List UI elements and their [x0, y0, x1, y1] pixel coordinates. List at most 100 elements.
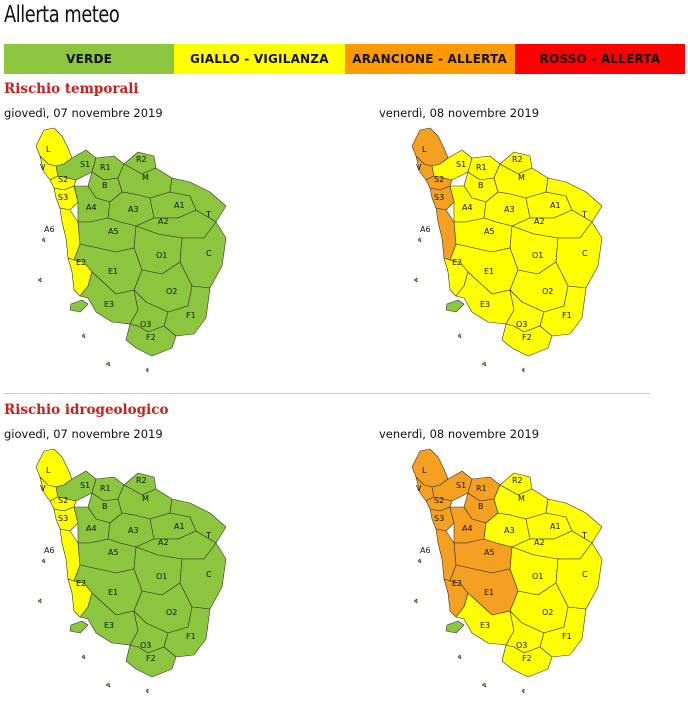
zone-label-f2: F2 [522, 654, 532, 663]
zone-label-f1: F1 [562, 632, 572, 641]
zone-label-a5: A5 [484, 548, 495, 557]
island [481, 682, 487, 688]
zone-label-l: L [422, 145, 427, 154]
island [41, 237, 46, 243]
map-date: giovedì, 07 novembre 2019 [4, 106, 163, 120]
zone-label-e1: E1 [108, 588, 118, 597]
island [481, 361, 487, 367]
tuscany-map-temporali-day1[interactable]: L V S1 S2 S3 A6 E2 R1 R2 B M A4 A3 A1 T A2 A5 O1 C E1 O2 E3 O3… [26, 122, 266, 384]
legend-yellow: GIALLO - VIGILANZA [174, 44, 345, 74]
zone-label-r2: R2 [136, 155, 147, 164]
zone-label-s2: S2 [58, 175, 68, 184]
zone-label-a5: A5 [484, 227, 495, 236]
zone-label-o2: O2 [542, 287, 553, 296]
zone-e3[interactable] [455, 592, 515, 646]
zone-t[interactable] [169, 498, 227, 544]
zone-label-o1: O1 [156, 572, 167, 581]
zone-label-s1: S1 [456, 160, 466, 169]
zone-label-r1: R1 [100, 163, 111, 172]
zone-label-v: V [40, 484, 46, 493]
zone-s3[interactable] [53, 506, 79, 532]
island [69, 299, 89, 313]
zone-label-a4: A4 [86, 524, 97, 533]
zone-label-a1: A1 [174, 522, 185, 531]
zone-label-v: V [416, 163, 422, 172]
zone-label-a3: A3 [128, 205, 139, 214]
zone-label-f1: F1 [562, 311, 572, 320]
zone-f2[interactable] [501, 323, 553, 357]
zone-label-o3: O3 [140, 641, 151, 650]
section-heading-temporali: Rischio temporali [4, 81, 139, 97]
zone-label-a2: A2 [158, 217, 169, 226]
zone-label-l: L [422, 466, 427, 475]
zone-label-e3: E3 [480, 621, 490, 630]
map-date: giovedì, 07 novembre 2019 [4, 427, 163, 441]
zone-label-a4: A4 [462, 203, 473, 212]
zone-label-s2: S2 [434, 496, 444, 505]
zone-e3[interactable] [455, 271, 515, 325]
zone-label-r2: R2 [512, 476, 523, 485]
zone-e3[interactable] [79, 592, 139, 646]
zone-label-t: T [205, 531, 211, 540]
zone-label-s2: S2 [58, 496, 68, 505]
zone-f2[interactable] [125, 644, 177, 678]
zone-label-a1: A1 [174, 201, 185, 210]
island [521, 367, 525, 373]
zone-label-a5: A5 [108, 548, 119, 557]
zone-label-a6: A6 [44, 225, 55, 234]
section-heading-idrogeologico: Rischio idrogeologico [4, 402, 169, 418]
legend-red: ROSSO - ALLERTA [514, 44, 685, 74]
zone-label-l: L [46, 145, 51, 154]
zone-label-a2: A2 [158, 538, 169, 547]
zone-label-a6: A6 [420, 225, 431, 234]
zone-label-o1: O1 [532, 251, 543, 260]
zone-label-a1: A1 [550, 201, 561, 210]
zone-label-s2: S2 [434, 175, 444, 184]
zone-t[interactable] [169, 177, 227, 223]
tuscany-map-idrogeologico-day2[interactable]: L V S1 S2 S3 A6 E2 R1 R2 B M A4 A3 A1 T A2 A5 O1 C E1 O2 E3 O3… [402, 443, 642, 705]
zone-e3[interactable] [79, 271, 139, 325]
island [37, 277, 42, 283]
zone-label-r1: R1 [476, 484, 487, 493]
section-divider [4, 393, 650, 394]
zone-label-o2: O2 [166, 608, 177, 617]
zone-s3[interactable] [53, 185, 79, 211]
island [81, 654, 86, 660]
zone-f2[interactable] [501, 644, 553, 678]
tuscany-map-svg: LV S1 S2 S3 A6 E2 R1 R2 B M A4 A3 A1 T A2 A5 O1 C E1 O2 E3 O3… [411, 448, 603, 694]
zone-label-f2: F2 [146, 654, 156, 663]
legend-orange: ARANCIONE - ALLERTA [344, 44, 515, 74]
zone-s3[interactable] [429, 506, 455, 532]
zone-t[interactable] [545, 498, 603, 544]
zone-label-s1: S1 [80, 160, 90, 169]
zone-label-o3: O3 [140, 320, 151, 329]
zone-label-s1: S1 [456, 481, 466, 490]
zone-label-a2: A2 [534, 538, 545, 547]
zone-label-a1: A1 [550, 522, 561, 531]
zone-label-e3: E3 [480, 300, 490, 309]
island [417, 237, 422, 243]
tuscany-map-temporali-day2[interactable]: L V S1 S2 S3 A6 E2 R1 R2 B M A4 A3 A1 T A2 A5 O1 C E1 O2 E3 O3… [402, 122, 642, 384]
island [413, 277, 418, 283]
zone-label-e3: E3 [104, 300, 114, 309]
tuscany-map-idrogeologico-day1[interactable]: L V S1 S2 S3 A6 E2 R1 R2 B M A4 A3 A1 T A2 A5 O1 C E1 O2 E3 O3… [26, 443, 266, 705]
tuscany-map-svg: LV S1 S2 S3 A6 E2 R1 R2 B M A4 A3 A1 T A2 A5 O1 C E1 O2 E3 O3… [411, 127, 603, 373]
zone-label-s1: S1 [80, 481, 90, 490]
zone-s3[interactable] [429, 185, 455, 211]
zone-f2[interactable] [125, 323, 177, 357]
zone-label-e2: E2 [452, 579, 462, 588]
zone-label-c: C [206, 249, 212, 258]
island [41, 558, 46, 564]
zone-label-m: M [518, 494, 525, 503]
zone-label-s3: S3 [434, 193, 444, 202]
zone-label-m: M [518, 173, 525, 182]
island [445, 299, 465, 313]
zone-label-b: B [478, 502, 484, 511]
zone-label-a6: A6 [44, 546, 55, 555]
zone-label-a3: A3 [504, 205, 515, 214]
zone-label-a4: A4 [462, 524, 473, 533]
zone-t[interactable] [545, 177, 603, 223]
zone-label-r2: R2 [136, 476, 147, 485]
map-date: venerdì, 08 novembre 2019 [379, 427, 540, 441]
tuscany-map-svg: LV S1 S2 S3 A6 E2 R1 R2 B M A4 A3 A1 T A2 A5 O1 C E1 O2 E3 O3… [35, 448, 227, 694]
